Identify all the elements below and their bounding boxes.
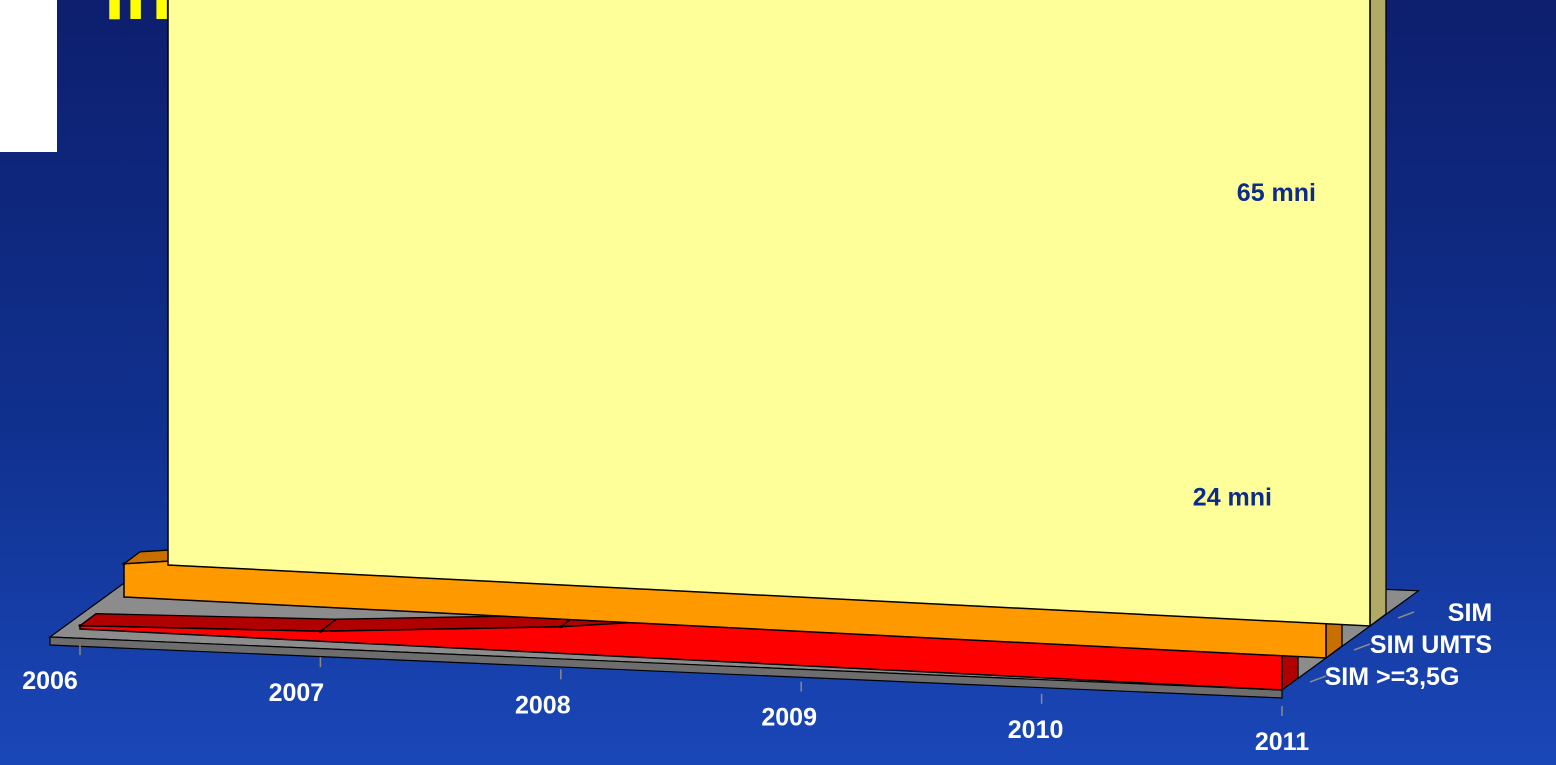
x-tick-label: 2010 [1008,716,1064,744]
depth-tick [1309,675,1327,683]
series-axis-label: SIM [1448,599,1492,627]
x-tick-label: 2008 [515,691,571,719]
series-end-cap [1369,0,1387,628]
data-point [78,624,82,628]
depth-tick [1353,643,1371,651]
x-tick-label: 2007 [269,679,325,707]
white-panel [0,0,57,152]
series-0 [167,0,1387,628]
data-point [122,562,126,566]
series-end-label: 65 mni [1237,179,1316,207]
data-point [559,625,563,629]
data-point [318,629,322,633]
series-end-label: 24 mni [1193,483,1272,511]
series-axis-label: SIM UMTS [1370,631,1492,659]
x-tick-label: 2006 [22,667,78,695]
x-tick-label: 2011 [1255,728,1309,756]
chart-series [78,0,1387,692]
series-axis-label: SIM >=3,5G [1325,663,1460,691]
chart-axes [79,611,1415,716]
x-tick-label: 2009 [761,704,817,732]
depth-tick [1397,611,1415,619]
series-area [167,0,1371,627]
floor-front-edge [49,636,1283,699]
